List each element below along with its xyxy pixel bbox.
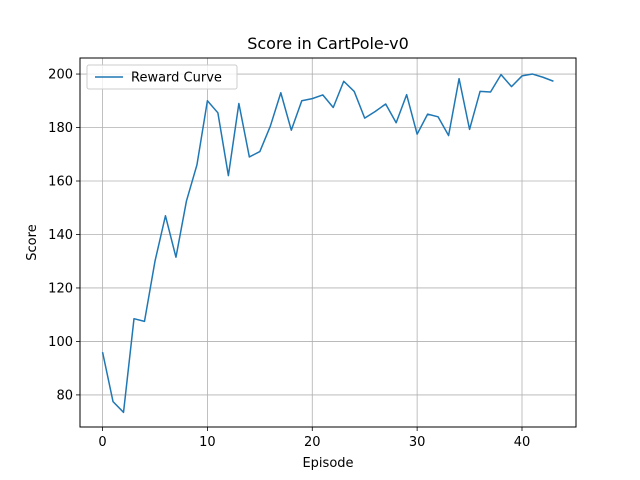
y-axis-label: Score <box>25 224 40 260</box>
y-tick-label: 100 <box>48 335 73 350</box>
legend-label: Reward Curve <box>131 71 222 86</box>
x-tick-label: 10 <box>199 435 216 450</box>
plot-frame <box>79 57 577 428</box>
x-tick-label: 30 <box>409 435 426 450</box>
y-tick-label: 200 <box>48 68 73 83</box>
series-line <box>101 73 554 414</box>
x-tick-label: 20 <box>304 435 321 450</box>
y-tick-label: 160 <box>48 175 73 190</box>
legend-box <box>86 64 238 90</box>
y-tick-label: 140 <box>48 228 73 243</box>
chart-title: Score in CartPole-v0 <box>247 34 409 53</box>
legend: Reward Curve <box>86 64 238 90</box>
x-tick-label: 40 <box>514 435 531 450</box>
grid <box>80 58 576 427</box>
y-tick-label: 80 <box>56 388 73 403</box>
y-tick-label: 120 <box>48 281 73 296</box>
y-tick-label: 180 <box>48 121 73 136</box>
series-layer <box>101 73 554 414</box>
x-axis-label: Episode <box>302 456 353 471</box>
axis-ticks: 0 10 20 30 40 80 100 120 140 160 180 200 <box>48 68 530 450</box>
x-tick-label: 0 <box>98 435 106 450</box>
